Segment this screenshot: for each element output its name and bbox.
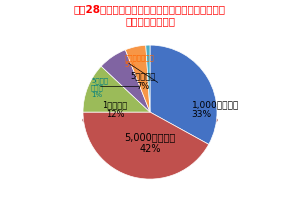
Wedge shape	[150, 46, 217, 145]
Text: 5,000万円以下
42%: 5,000万円以下 42%	[124, 132, 176, 153]
Text: 1,000万円以下
33%: 1,000万円以下 33%	[191, 100, 239, 119]
Wedge shape	[125, 46, 150, 113]
Ellipse shape	[83, 112, 217, 129]
Text: 5億円を
超える
1%: 5億円を 超える 1%	[91, 77, 108, 98]
Wedge shape	[83, 113, 209, 179]
Wedge shape	[146, 46, 150, 113]
Text: 5億円以下
7%: 5億円以下 7%	[131, 71, 156, 90]
Text: 1億円以下
12%: 1億円以下 12%	[103, 100, 128, 119]
Wedge shape	[101, 51, 150, 113]
Title: 平成28年度遺産分割事件のうち認容・調停成立件数
遺産の価額別割合: 平成28年度遺産分割事件のうち認容・調停成立件数 遺産の価額別割合	[74, 4, 226, 26]
Wedge shape	[83, 67, 150, 113]
Text: 算定不能・不詳
5%: 算定不能・不詳 5%	[124, 54, 154, 67]
